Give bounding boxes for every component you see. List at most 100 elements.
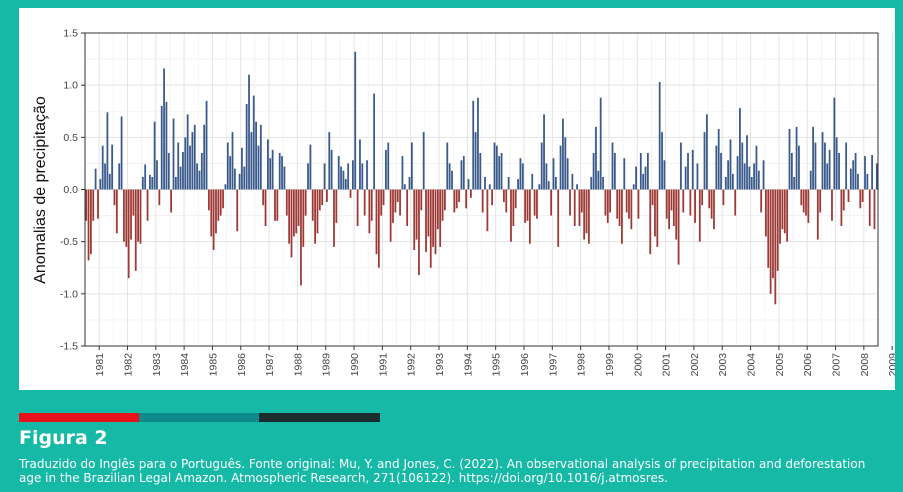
bar [559, 145, 562, 190]
bar [123, 189, 125, 242]
bar [174, 176, 177, 190]
bar [639, 152, 642, 190]
bar [776, 189, 779, 271]
bar [805, 189, 807, 216]
x-tick-label: 2003 [717, 353, 729, 377]
x-tick-label: 1985 [207, 353, 219, 377]
strip-dark [259, 413, 380, 422]
bar [531, 173, 534, 190]
bar [257, 145, 260, 190]
bar [359, 139, 361, 190]
bar [406, 189, 409, 227]
bar [111, 144, 114, 190]
bar [481, 189, 484, 213]
bar [429, 189, 432, 268]
bar [595, 126, 597, 190]
bar [491, 189, 494, 206]
bar [165, 101, 168, 190]
bar [115, 189, 118, 234]
bar [857, 173, 859, 190]
bar [342, 170, 345, 190]
bar [625, 189, 628, 213]
bar [802, 189, 805, 213]
bar [189, 145, 191, 190]
bar [340, 166, 342, 190]
bar [210, 189, 213, 237]
bar [672, 189, 675, 227]
bar [222, 189, 224, 209]
bar [85, 189, 88, 221]
bar [177, 142, 180, 190]
bar [583, 189, 586, 240]
bar [521, 163, 524, 190]
bar [300, 189, 302, 286]
bar [323, 163, 326, 190]
bar [420, 189, 423, 211]
bar [418, 189, 420, 276]
bar [526, 189, 529, 221]
bar [448, 163, 451, 190]
bar [120, 116, 123, 190]
bar [349, 189, 352, 198]
bar [387, 142, 390, 190]
bar [580, 189, 583, 213]
bar [200, 152, 203, 190]
bar [569, 189, 571, 216]
bar [106, 112, 109, 190]
bar [250, 132, 253, 190]
bar [446, 142, 449, 190]
bar [621, 189, 623, 244]
bar [477, 97, 479, 190]
bar [108, 173, 111, 190]
bar [184, 137, 187, 190]
bar [875, 163, 878, 190]
bar [861, 189, 864, 203]
bar [373, 93, 376, 190]
bar [118, 163, 121, 190]
bar [455, 189, 458, 209]
bar [677, 189, 680, 265]
bar [755, 145, 758, 190]
bar [479, 152, 482, 190]
bar [436, 189, 439, 230]
bar [113, 189, 116, 206]
bar [439, 189, 442, 247]
bar [87, 189, 90, 261]
bar [170, 189, 173, 213]
x-tick-label: 2004 [746, 353, 758, 377]
bar [149, 174, 151, 190]
bar [356, 189, 359, 227]
bar [590, 176, 593, 190]
bar [547, 181, 550, 190]
bar [831, 189, 833, 221]
bar [630, 189, 633, 230]
bar [819, 189, 822, 213]
bar [160, 106, 163, 190]
x-tick-label: 1987 [264, 353, 276, 377]
x-tick-label: 1990 [349, 353, 361, 377]
bar [274, 189, 276, 221]
bar [288, 189, 291, 244]
bar [623, 158, 626, 190]
bar [533, 189, 536, 216]
bar [441, 189, 444, 221]
bar [486, 189, 489, 232]
bar [592, 152, 595, 190]
bar [267, 139, 269, 190]
bar [425, 189, 427, 253]
bar [134, 189, 137, 271]
bar [394, 189, 397, 213]
bar [705, 114, 708, 190]
x-tick-label: 2000 [632, 353, 644, 377]
bar [215, 189, 217, 234]
bar [545, 163, 548, 190]
bar [375, 189, 378, 255]
bar [772, 189, 774, 279]
bar [316, 189, 319, 234]
bar [696, 163, 699, 190]
x-tick-label: 1997 [547, 353, 559, 377]
bar [779, 189, 781, 244]
bar [385, 149, 387, 190]
bar [304, 189, 307, 216]
bar [654, 189, 656, 237]
